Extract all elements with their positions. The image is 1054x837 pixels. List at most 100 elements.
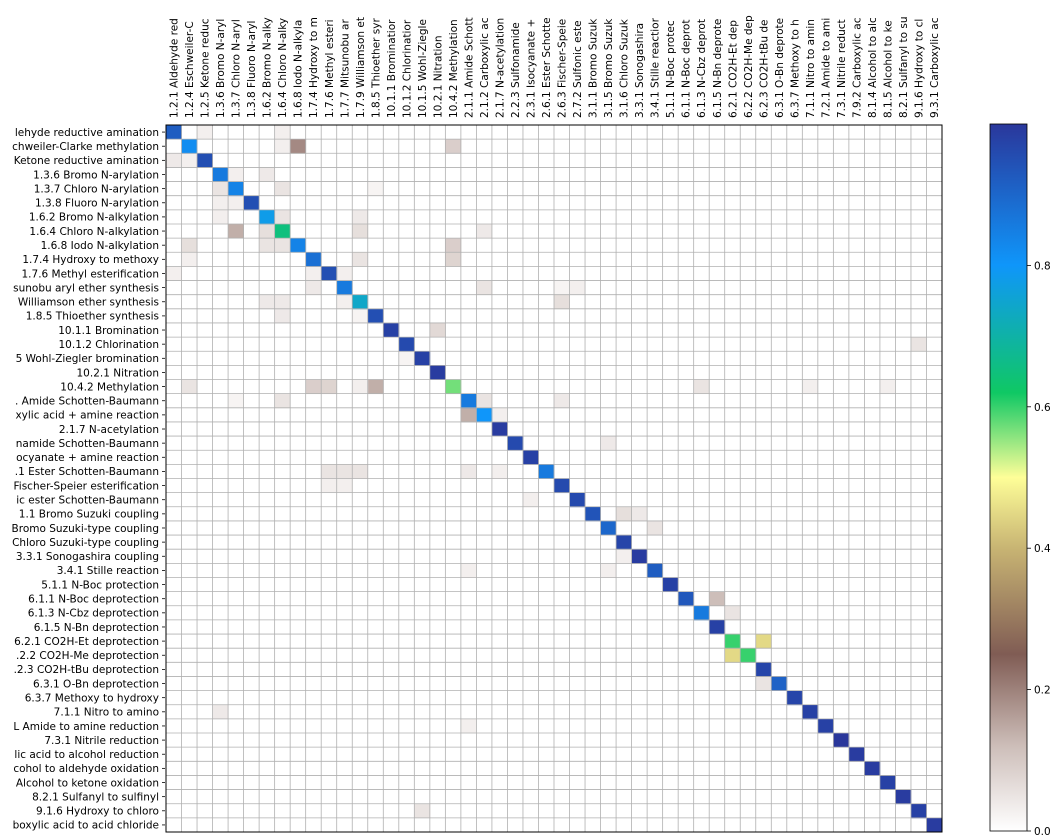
y-tick-label: sunobu aryl ether synthesis bbox=[13, 282, 159, 294]
x-tick-label: 10.1.1 Brominatior bbox=[386, 19, 398, 118]
x-tick-label: 6.2.2 CO2H-Me dep bbox=[743, 15, 755, 118]
x-tick-label: 1.6.2 Bromo N-alky bbox=[262, 17, 274, 118]
y-tick-label: 10.1.1 Bromination bbox=[58, 325, 159, 337]
heatmap-cell bbox=[460, 718, 477, 734]
heatmap-cell bbox=[352, 464, 369, 479]
x-tick-label: 3.4.1 Stille reactior bbox=[650, 17, 662, 118]
heatmap-cells bbox=[166, 125, 943, 833]
heatmap-cell bbox=[274, 209, 291, 225]
y-tick-label: 2.1.7 N-acetylation bbox=[59, 424, 159, 436]
heatmap-cell bbox=[631, 506, 648, 522]
heatmap-cell-diagonal bbox=[476, 407, 493, 423]
heatmap-cell bbox=[554, 393, 570, 409]
x-tick-labels: 1.2.1 Aldehyde red 1.2.4 Eschweiler-C 1.2.… bbox=[169, 15, 941, 118]
heatmap-cell-diagonal bbox=[290, 238, 307, 253]
heatmap-cell bbox=[181, 153, 198, 168]
heatmap-cell bbox=[476, 393, 493, 409]
heatmap-cell bbox=[554, 294, 570, 310]
y-tick-labels: lehyde reductive amination chweiler-Clark… bbox=[12, 127, 165, 832]
y-tick-label: . Amide Schotten-Baumann bbox=[15, 396, 159, 408]
heatmap-cell bbox=[476, 223, 493, 239]
heatmap-cell-diagonal bbox=[352, 294, 369, 310]
x-tick-label: 8.1.5 Alcohol to ke bbox=[882, 20, 894, 118]
x-tick-label: 2.1.2 Carboxylic ac bbox=[479, 17, 491, 118]
heatmap-cell bbox=[352, 223, 369, 239]
heatmap-cell bbox=[460, 563, 477, 578]
heatmap-cell bbox=[181, 252, 198, 267]
x-tick-label: 1.6.8 Iodo N-alkyla bbox=[293, 20, 305, 118]
heatmap-cell bbox=[321, 379, 338, 395]
heatmap-cell bbox=[305, 379, 322, 395]
y-tick-label: 1.6.8 Iodo N-alkylation bbox=[41, 240, 159, 252]
colorbar-tick-label: 0.6 bbox=[1034, 402, 1051, 414]
y-tick-label: boxylic acid to acid chloride bbox=[13, 820, 159, 832]
y-tick-label: ocyanate + amine reaction bbox=[16, 452, 159, 464]
x-tick-label: 10.4.2 Methylation bbox=[448, 19, 460, 118]
y-tick-label: 6.3.1 O-Bn deprotection bbox=[33, 678, 159, 690]
heatmap-cell-diagonal bbox=[367, 308, 384, 324]
y-tick-label: 3.3.1 Sonogashira coupling bbox=[16, 551, 159, 563]
heatmap-cell bbox=[445, 252, 462, 267]
heatmap-cell bbox=[802, 379, 819, 395]
x-tick-label: 2.6.1 Ester Schotte bbox=[541, 17, 553, 118]
x-tick-label: 1.2.5 Ketone reduc bbox=[200, 18, 212, 118]
heatmap-cell bbox=[352, 379, 369, 395]
y-tick-label: 6.3.7 Methoxy to hydroxy bbox=[25, 692, 159, 704]
heatmap-cell-diagonal bbox=[709, 619, 726, 635]
heatmap-cell bbox=[600, 436, 617, 451]
heatmap-cell bbox=[228, 223, 244, 239]
heatmap-cell bbox=[212, 209, 229, 225]
x-tick-label: 1.2.4 Eschweiler-C bbox=[184, 21, 196, 118]
y-tick-label: 1.7.4 Hydroxy to methoxy bbox=[22, 254, 159, 266]
heatmap-cell bbox=[398, 351, 415, 366]
y-tick-label: 1.6.2 Bromo N-alkylation bbox=[29, 212, 159, 224]
heatmap-cell bbox=[197, 125, 213, 140]
x-tick-label: 7.1.1 Nitro to amin bbox=[805, 19, 817, 118]
heatmap-cell-diagonal bbox=[848, 747, 865, 762]
y-tick-label: 1.3.8 Fluoro N-arylation bbox=[35, 198, 159, 210]
x-tick-label: 1.3.8 Fluoro N-aryl bbox=[246, 21, 258, 118]
heatmap-cell-diagonal bbox=[771, 676, 788, 691]
heatmap-cell bbox=[879, 379, 896, 395]
heatmap-cell bbox=[445, 139, 462, 154]
heatmap-cell bbox=[212, 704, 229, 720]
x-tick-label: 3.1.6 Chloro Suzuk bbox=[619, 18, 631, 118]
heatmap-cell-diagonal bbox=[243, 195, 260, 211]
x-tick-label: 7.3.1 Nitrile reduct bbox=[836, 19, 848, 118]
heatmap-cell-diagonal bbox=[817, 718, 834, 734]
y-tick-label: Williamson ether synthesis bbox=[18, 297, 159, 309]
heatmap-cell-diagonal bbox=[383, 322, 400, 338]
heatmap-cell bbox=[367, 379, 384, 395]
y-tick-label: 10.2.1 Nitration bbox=[77, 367, 160, 379]
heatmap-cell-diagonal bbox=[507, 436, 524, 451]
y-tick-label: lehyde reductive amination bbox=[15, 127, 159, 139]
heatmap-cell-diagonal bbox=[616, 535, 632, 550]
y-tick-label: 3.4.1 Stille reaction bbox=[57, 565, 159, 577]
heatmap-cell bbox=[616, 506, 632, 522]
x-tick-label: 3.1.5 Bromo Suzuk bbox=[603, 18, 615, 118]
y-tick-label: .2.2 CO2H-Me deprotection bbox=[16, 650, 159, 662]
heatmap-cell-diagonal bbox=[181, 139, 198, 154]
heatmap-cell-diagonal bbox=[662, 577, 679, 593]
x-tick-label: 7.9.2 Carboxylic ac bbox=[851, 17, 863, 118]
heatmap-cell bbox=[445, 238, 462, 253]
colorbar-tick-label: 0.2 bbox=[1034, 685, 1051, 697]
heatmap-grid bbox=[166, 125, 942, 832]
heatmap-cell bbox=[181, 379, 198, 395]
heatmap-cell bbox=[724, 648, 741, 663]
y-tick-label: 7.1.1 Nitro to amino bbox=[54, 707, 159, 719]
heatmap-cell bbox=[228, 167, 244, 182]
heatmap-cell bbox=[724, 605, 741, 621]
x-tick-label: 1.3.6 Bromo N-aryl bbox=[215, 19, 227, 118]
y-tick-label: .2.3 CO2H-tBu deprotection bbox=[14, 664, 159, 676]
heatmap-cell-diagonal bbox=[895, 789, 912, 805]
heatmap-cell bbox=[693, 379, 710, 395]
heatmap-cell-diagonal bbox=[305, 252, 322, 267]
x-tick-label: 1.6.4 Chloro N-alky bbox=[277, 18, 289, 118]
x-tick-label: 10.1.2 Chlorinatior bbox=[401, 19, 413, 118]
x-tick-label: 8.2.1 Sulfanyl to su bbox=[898, 16, 910, 118]
heatmap-cell-diagonal bbox=[491, 421, 508, 437]
heatmap-cell bbox=[554, 280, 570, 296]
y-tick-label: 10.4.2 Methylation bbox=[60, 381, 159, 393]
heatmap-cell-diagonal bbox=[522, 450, 539, 465]
